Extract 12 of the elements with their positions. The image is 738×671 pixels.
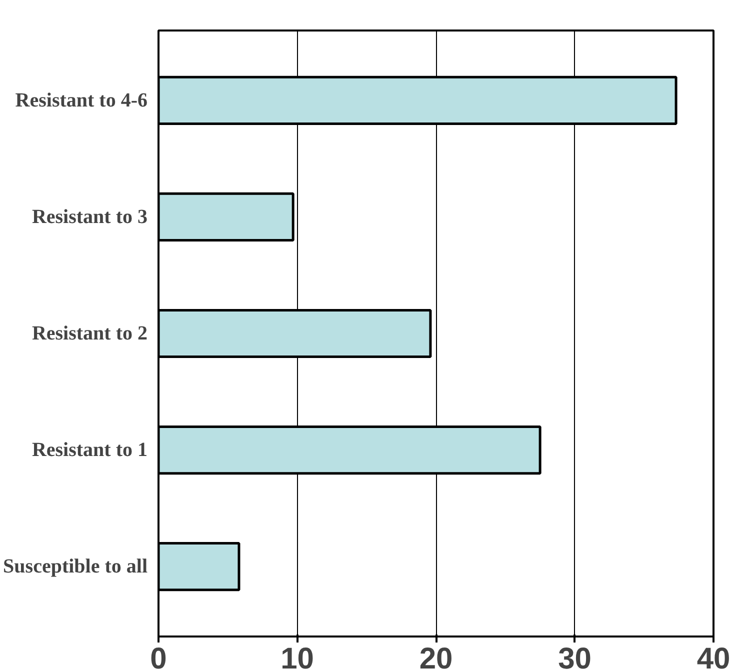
y-tick-label: Resistant to 1: [32, 439, 148, 462]
x-tick-label: 20: [419, 642, 453, 671]
x-tick-label: 40: [696, 642, 730, 671]
y-tick-label: Resistant to 4-6: [15, 89, 148, 112]
y-tick-label: Resistant to 3: [32, 206, 148, 228]
x-tick-label: 0: [150, 642, 167, 671]
x-tick-label: 10: [280, 642, 314, 671]
bar: [158, 192, 294, 242]
y-tick-label: Susceptible to all: [3, 556, 148, 578]
bar: [158, 542, 240, 592]
y-tick-label: Resistant to 2: [32, 322, 148, 344]
x-tick-label: 30: [558, 642, 592, 671]
